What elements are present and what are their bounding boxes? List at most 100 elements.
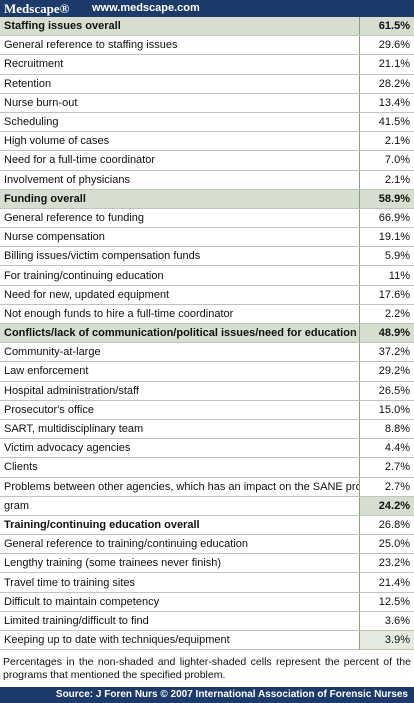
row-label: Retention	[0, 74, 360, 94]
row-value: 2.7%	[359, 477, 414, 497]
row-value: 11%	[359, 265, 414, 286]
row-label: High volume of cases	[0, 131, 360, 152]
table-row: Hospital administration/staff 26.5%	[0, 381, 414, 401]
table-row: Billing issues/victim compensation funds…	[0, 246, 414, 267]
row-label: Limited training/difficult to find	[0, 611, 360, 632]
row-value: 3.9%	[359, 630, 414, 651]
row-value: 8.8%	[359, 419, 414, 440]
row-value: 13.4%	[359, 93, 414, 113]
table-row: Need for new, updated equipment 17.6%	[0, 285, 414, 305]
table-row: Scheduling 41.5%	[0, 112, 414, 133]
row-label: Community-at-large	[0, 342, 360, 363]
row-value: 7.0%	[359, 150, 414, 171]
row-label: Prosecutor's office	[0, 400, 360, 420]
row-label: Nurse burn-out	[0, 93, 360, 113]
table-row: Problems between other agencies, which h…	[0, 477, 414, 497]
table-row: Involvement of physicians 2.1%	[0, 170, 414, 190]
row-value: 5.9%	[359, 246, 414, 267]
row-value: 25.0%	[359, 534, 414, 555]
brand: Medscape®	[4, 1, 70, 16]
row-value: 29.2%	[359, 361, 414, 382]
table-row: Need for a full-time coordinator 7.0%	[0, 150, 414, 171]
table-row: Recruitment 21.1%	[0, 54, 414, 75]
table-row: Victim advocacy agencies 4.4%	[0, 438, 414, 459]
row-label: Staffing issues overall	[0, 17, 360, 37]
row-label: Need for new, updated equipment	[0, 285, 360, 305]
row-value: 24.2%	[359, 496, 414, 516]
row-value: 21.4%	[359, 572, 414, 593]
table-row: SART, multidisciplinary team 8.8%	[0, 419, 414, 440]
table-row: High volume of cases 2.1%	[0, 131, 414, 152]
row-label: General reference to training/continuing…	[0, 534, 360, 555]
footnote: Percentages in the non-shaded and lighte…	[3, 656, 411, 681]
row-label: Conflicts/lack of communication/politica…	[0, 323, 360, 344]
table-row: Retention 28.2%	[0, 74, 414, 94]
row-value: 3.6%	[359, 611, 414, 632]
table-row: Nurse compensation 19.1%	[0, 227, 414, 248]
row-label: Recruitment	[0, 54, 360, 75]
row-label: Keeping up to date with techniques/equip…	[0, 630, 360, 651]
row-value: 23.2%	[359, 553, 414, 574]
table-row: Travel time to training sites 21.4%	[0, 572, 414, 593]
row-value: 29.6%	[359, 35, 414, 56]
row-label: Difficult to maintain competency	[0, 592, 360, 612]
row-label: Law enforcement	[0, 361, 360, 382]
row-value: 17.6%	[359, 285, 414, 305]
table-row: gram 24.2%	[0, 496, 414, 516]
table-row: Nurse burn-out 13.4%	[0, 93, 414, 113]
row-label: Lengthy training (some trainees never fi…	[0, 553, 360, 574]
table-row: Not enough funds to hire a full-time coo…	[0, 304, 414, 325]
source: Source: J Foren Nurs © 2007 Internationa…	[55, 689, 408, 700]
row-label: Scheduling	[0, 112, 360, 133]
table-row: General reference to funding 66.9%	[0, 208, 414, 229]
row-value: 19.1%	[359, 227, 414, 248]
table-row: General reference to training/continuing…	[0, 534, 414, 555]
table-row: Conflicts/lack of communication/politica…	[0, 323, 414, 344]
table-row: For training/continuing education 11%	[0, 265, 414, 286]
source-bar: Source: J Foren Nurs © 2007 Internationa…	[0, 687, 414, 703]
row-label: Problems between other agencies, which h…	[0, 477, 360, 497]
row-value: 28.2%	[359, 74, 414, 94]
row-label: Billing issues/victim compensation funds	[0, 246, 360, 267]
row-label: Travel time to training sites	[0, 572, 360, 593]
row-value: 41.5%	[359, 112, 414, 133]
table-row: Prosecutor's office 15.0%	[0, 400, 414, 420]
row-label: Not enough funds to hire a full-time coo…	[0, 304, 360, 325]
row-value: 4.4%	[359, 438, 414, 459]
row-label: Need for a full-time coordinator	[0, 150, 360, 171]
row-label: Hospital administration/staff	[0, 381, 360, 401]
row-label: Training/continuing education overall	[0, 515, 360, 536]
row-value: 66.9%	[359, 208, 414, 229]
row-label: For training/continuing education	[0, 265, 360, 286]
data-table: Staffing issues overall 61.5% General refe…	[0, 17, 414, 651]
row-value: 2.1%	[359, 170, 414, 190]
row-label: Victim advocacy agencies	[0, 438, 360, 459]
table-row: Lengthy training (some trainees never fi…	[0, 553, 414, 574]
row-value: 26.5%	[359, 381, 414, 401]
row-label: gram	[0, 496, 360, 516]
row-value: 21.1%	[359, 54, 414, 75]
table-row: Funding overall 58.9%	[0, 189, 414, 209]
row-value: 2.7%	[359, 457, 414, 478]
row-value: 2.1%	[359, 131, 414, 152]
table-row: General reference to staffing issues 29.6…	[0, 35, 414, 56]
row-value: 58.9%	[359, 189, 414, 209]
site-url: www.medscape.com	[92, 2, 200, 14]
row-label: Clients	[0, 457, 360, 478]
table-row: Limited training/difficult to find 3.6%	[0, 611, 414, 632]
row-value: 37.2%	[359, 342, 414, 363]
row-label: SART, multidisciplinary team	[0, 419, 360, 440]
table-row: Law enforcement 29.2%	[0, 361, 414, 382]
row-value: 26.8%	[359, 515, 414, 536]
row-value: 12.5%	[359, 592, 414, 612]
table-row: Community-at-large 37.2%	[0, 342, 414, 363]
row-label: Funding overall	[0, 189, 360, 209]
table-row: Training/continuing education overall 26.…	[0, 515, 414, 536]
row-value: 15.0%	[359, 400, 414, 420]
row-value: 48.9%	[359, 323, 414, 344]
table-row: Clients 2.7%	[0, 457, 414, 478]
row-label: Involvement of physicians	[0, 170, 360, 190]
row-value: 2.2%	[359, 304, 414, 325]
row-label: General reference to staffing issues	[0, 35, 360, 56]
